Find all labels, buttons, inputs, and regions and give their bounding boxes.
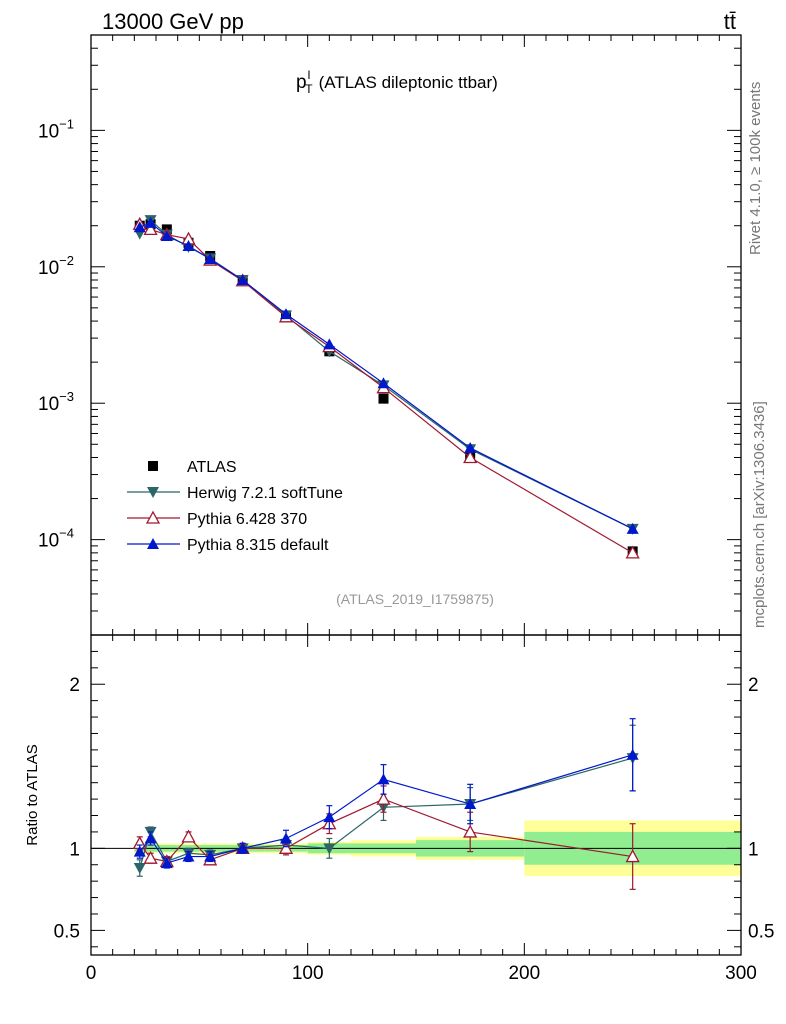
rytick-label-right-2: 2 (748, 675, 759, 696)
ratio-ylabel: Ratio to ATLAS (24, 744, 41, 845)
legend-item-1: Herwig 7.2.1 softTune (127, 485, 343, 502)
main-point-3-9 (464, 441, 477, 453)
main-point-3-0 (133, 221, 146, 233)
ratio-point-1-1 (143, 850, 158, 864)
ratio-series-2 (133, 718, 639, 869)
ratio-frame (90, 634, 742, 956)
ratio-point-2-7 (323, 811, 336, 823)
mcplots-label: mcplots.cern.ch [arXiv:1306.3436] (751, 401, 768, 628)
process-label: tt̄ (724, 9, 736, 34)
ratio-point-2-8 (377, 773, 390, 785)
ratio-point-1-10 (625, 849, 640, 863)
main-point-2-9 (463, 450, 478, 464)
main-point-0-8 (378, 393, 389, 404)
main-point-3-3 (182, 240, 195, 252)
ratio-point-2-5 (236, 842, 249, 854)
ytick-label-1: 10−2 (38, 253, 74, 279)
ratio-point-1-6 (278, 840, 294, 854)
legend-item-2: Pythia 6.428 370 (127, 510, 307, 528)
main-series-3 (133, 216, 639, 534)
ratio-point-0-7 (323, 843, 336, 855)
main-line-3 (139, 222, 633, 530)
ratio-point-1-9 (463, 824, 478, 838)
rytick-label-right-0: 0.5 (748, 921, 774, 942)
ratio-point-2-1 (144, 832, 157, 844)
ytick-label-2: 10−3 (38, 389, 74, 415)
ratio-point-2-4 (204, 850, 217, 862)
main-point-3-6 (280, 308, 292, 320)
main-point-3-7 (323, 338, 336, 350)
plot-title-main: p (296, 72, 307, 93)
main-point-3-5 (236, 274, 249, 286)
legend-label-3: Pythia 8.315 default (187, 537, 329, 554)
ytick-label-3: 10−4 (38, 526, 74, 552)
plot-title-sub: T (305, 82, 313, 96)
legend-label-0: ATLAS (187, 459, 237, 476)
ratio-point-2-9 (464, 798, 477, 810)
ratio-point-2-0 (133, 845, 146, 857)
rytick-label-left-2: 2 (69, 675, 80, 696)
main-series (132, 215, 640, 559)
main-point-3-1 (144, 216, 157, 228)
plot-title-rest: (ATLAS dileptonic ttbar) (319, 73, 498, 92)
main-point-2-10 (625, 545, 640, 559)
legend-marker-0 (148, 461, 158, 471)
plot-title: pl T (ATLAS dileptonic ttbar) (296, 68, 498, 96)
xtick-label-2: 200 (508, 963, 540, 984)
legend-item-0: ATLAS (148, 459, 237, 476)
main-point-3-4 (204, 253, 217, 265)
ratio-point-2-3 (182, 850, 195, 862)
rytick-label-left-0: 0.5 (54, 921, 80, 942)
legend-label-1: Herwig 7.2.1 softTune (187, 485, 343, 502)
legend-marker-3 (147, 538, 159, 549)
axes: 0 100 200 300 10−1 10−2 10−3 10−4 0.5 0.5 1 1 2 2 (38, 34, 774, 984)
legend-marker-2 (145, 510, 161, 524)
rytick-label-left-1: 1 (69, 839, 80, 860)
ratio-point-1-8 (376, 791, 391, 805)
legend-item-3: Pythia 8.315 default (127, 537, 329, 554)
ratio-point-0-0 (133, 863, 146, 875)
main-point-3-10 (626, 522, 639, 534)
energy-label: 13000 GeV pp (102, 9, 244, 34)
ratio-series (132, 718, 640, 890)
main-point-3-8 (377, 377, 390, 389)
ratio-point-2-10 (626, 748, 639, 760)
ratio-point-1-3 (181, 829, 196, 843)
xtick-label-3: 300 (725, 963, 757, 984)
ratio-point-2-6 (280, 832, 292, 844)
rytick-label-right-1: 1 (748, 839, 759, 860)
ratio-point-2-2 (160, 857, 173, 869)
legend-marker-1 (147, 487, 159, 498)
legend-label-2: Pythia 6.428 370 (187, 511, 307, 528)
main-point-3-2 (160, 230, 173, 242)
main-point-2-1 (143, 222, 158, 236)
ytick-label-0: 10−1 (38, 116, 74, 142)
main-line-1 (139, 219, 633, 530)
xtick-label-1: 100 (292, 963, 324, 984)
plot-title-sup: l (308, 68, 311, 82)
analysis-label: (ATLAS_2019_I1759875) (336, 591, 494, 607)
legend: ATLAS Herwig 7.2.1 softTune Pythia 6.428 3… (127, 459, 343, 554)
xtick-label-0: 0 (86, 963, 97, 984)
rivet-label: Rivet 4.1.0, ≥ 100k events (747, 82, 764, 255)
